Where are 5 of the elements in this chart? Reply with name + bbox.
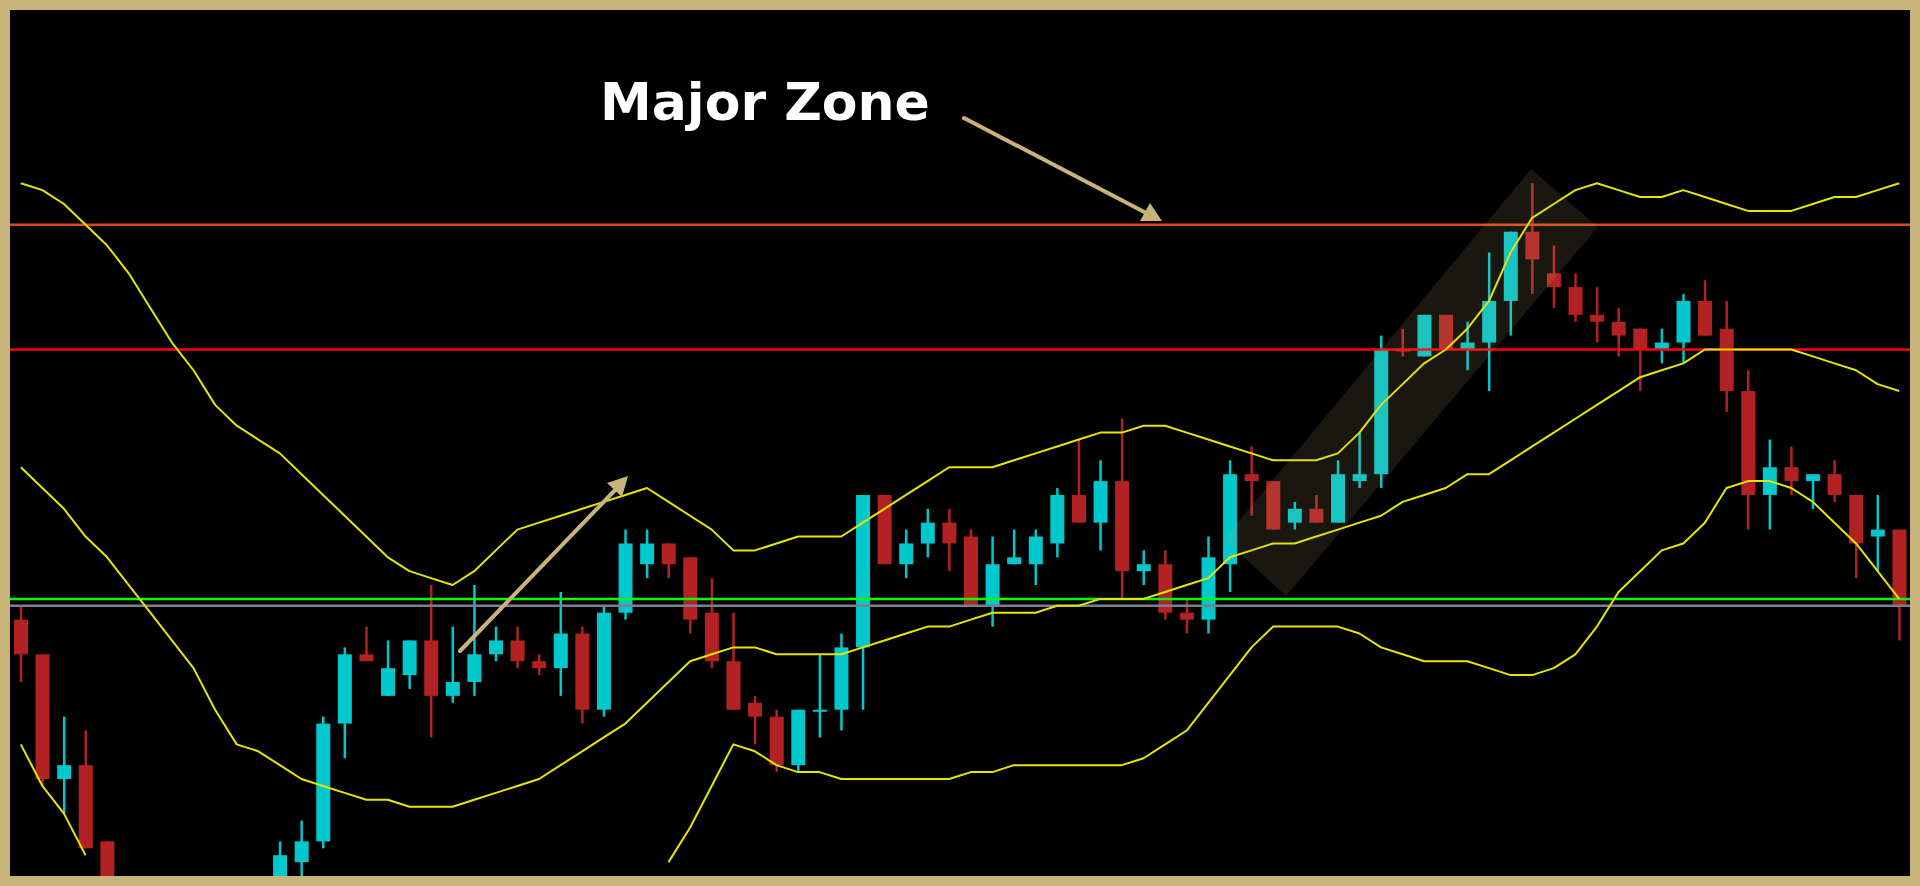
- text: Major Zone: [600, 72, 930, 132]
- candlestick: [359, 626, 374, 662]
- candlestick: [1352, 432, 1367, 489]
- candlestick: [1136, 550, 1151, 586]
- candlestick: [1244, 446, 1259, 516]
